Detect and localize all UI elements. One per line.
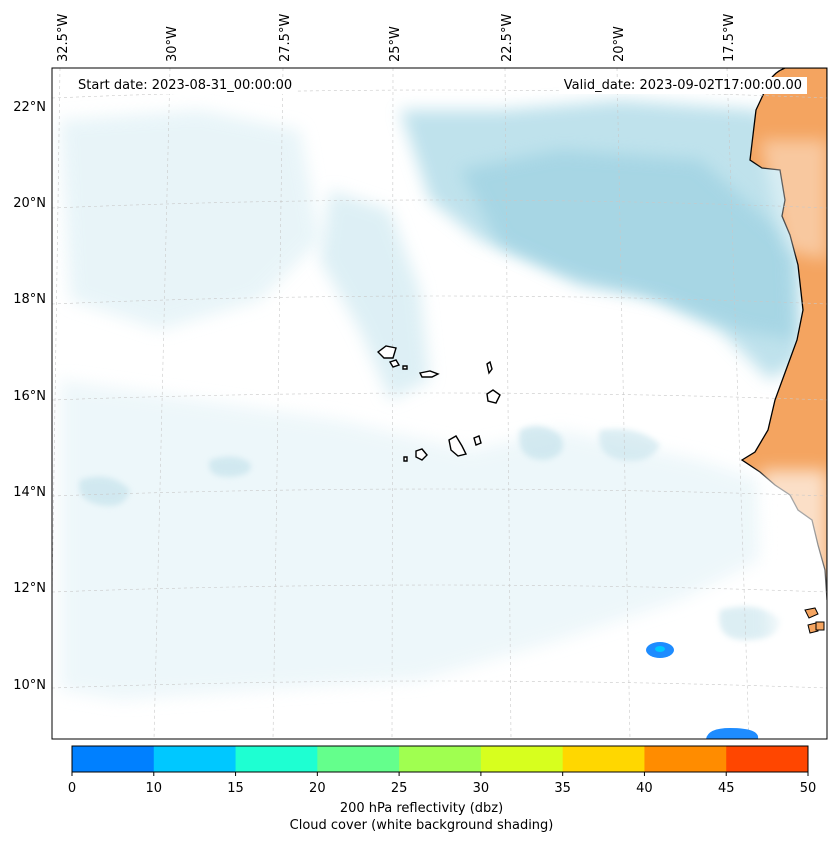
colorbar-segment [72,746,155,772]
start-date-annotation: Start date: 2023-08-31_00:00:00 [73,77,298,94]
colorbar-tick-label: 40 [636,781,653,796]
colorbar-tick-label: 50 [800,781,817,796]
colorbar-frame [71,745,809,773]
reflectivity-patch [706,728,759,739]
reflectivity-patches [646,642,759,739]
colorbar-segment [562,746,645,772]
lon-label: 32.5°W [56,14,71,62]
colorbar: 0 10 15 20 25 30 35 40 45 50 [68,745,817,796]
guinea-bissau-islands [804,607,825,634]
lat-label: 20°N [13,196,46,211]
colorbar-tick-label: 35 [554,781,571,796]
island-brava [403,456,408,462]
island-sao-vicente [388,359,401,368]
lat-label: 10°N [13,678,46,693]
colorbar-segment [235,746,318,772]
lon-label: 27.5°W [278,14,293,62]
colorbar-tick-label: 15 [227,781,244,796]
colorbar-tick-label: 0 [68,781,76,796]
colorbar-segment [480,746,564,772]
colorbar-segment [153,746,237,772]
island-fogo [415,448,428,461]
lat-label: 14°N [13,485,46,500]
lon-label: 17.5°W [722,14,737,62]
colorbar-tick-label: 25 [391,781,408,796]
lat-label: 22°N [13,100,46,115]
lon-label: 20°W [612,26,627,62]
island-santa-luzia [402,365,408,370]
island-maio [473,435,482,446]
island-sal [486,360,493,375]
cloud-cover-shading [60,100,800,700]
lon-label: 25°W [388,26,403,62]
island-sao-nicolau [418,370,440,378]
lat-label: 16°N [13,389,46,404]
colorbar-tick-label: 10 [146,781,163,796]
colorbar-segment [644,746,727,772]
colorbar-tick-label: 45 [718,781,735,796]
colorbar-segment [317,746,400,772]
colorbar-sublabel: Cloud cover (white background shading) [289,818,554,833]
colorbar-segment [399,746,482,772]
cape-verde-islands [376,345,501,462]
island-santo-antao [376,345,397,359]
lat-label: 12°N [13,581,46,596]
colorbar-label: 200 hPa reflectivity (dbz) [339,801,504,816]
gridlines [52,68,827,739]
latitude-labels: 22°N 20°N 18°N 16°N 14°N 12°N 10°N [13,100,46,693]
colorbar-tick-label: 30 [473,781,490,796]
coastal-cloud-overlay [760,470,827,640]
valid-date-annotation: Valid_date: 2023-09-02T17:00:00.00 [558,77,807,94]
island-boa-vista [486,389,501,404]
colorbar-tick-label: 20 [309,781,326,796]
lon-label: 22.5°W [500,14,515,62]
island-santiago [448,435,468,457]
longitude-labels: 32.5°W 30°W 27.5°W 25°W 22.5°W 20°W 17.5… [56,14,737,62]
lat-label: 18°N [13,292,46,307]
colorbar-segment [726,746,809,772]
map-frame [51,67,828,740]
lon-label: 30°W [165,26,180,62]
